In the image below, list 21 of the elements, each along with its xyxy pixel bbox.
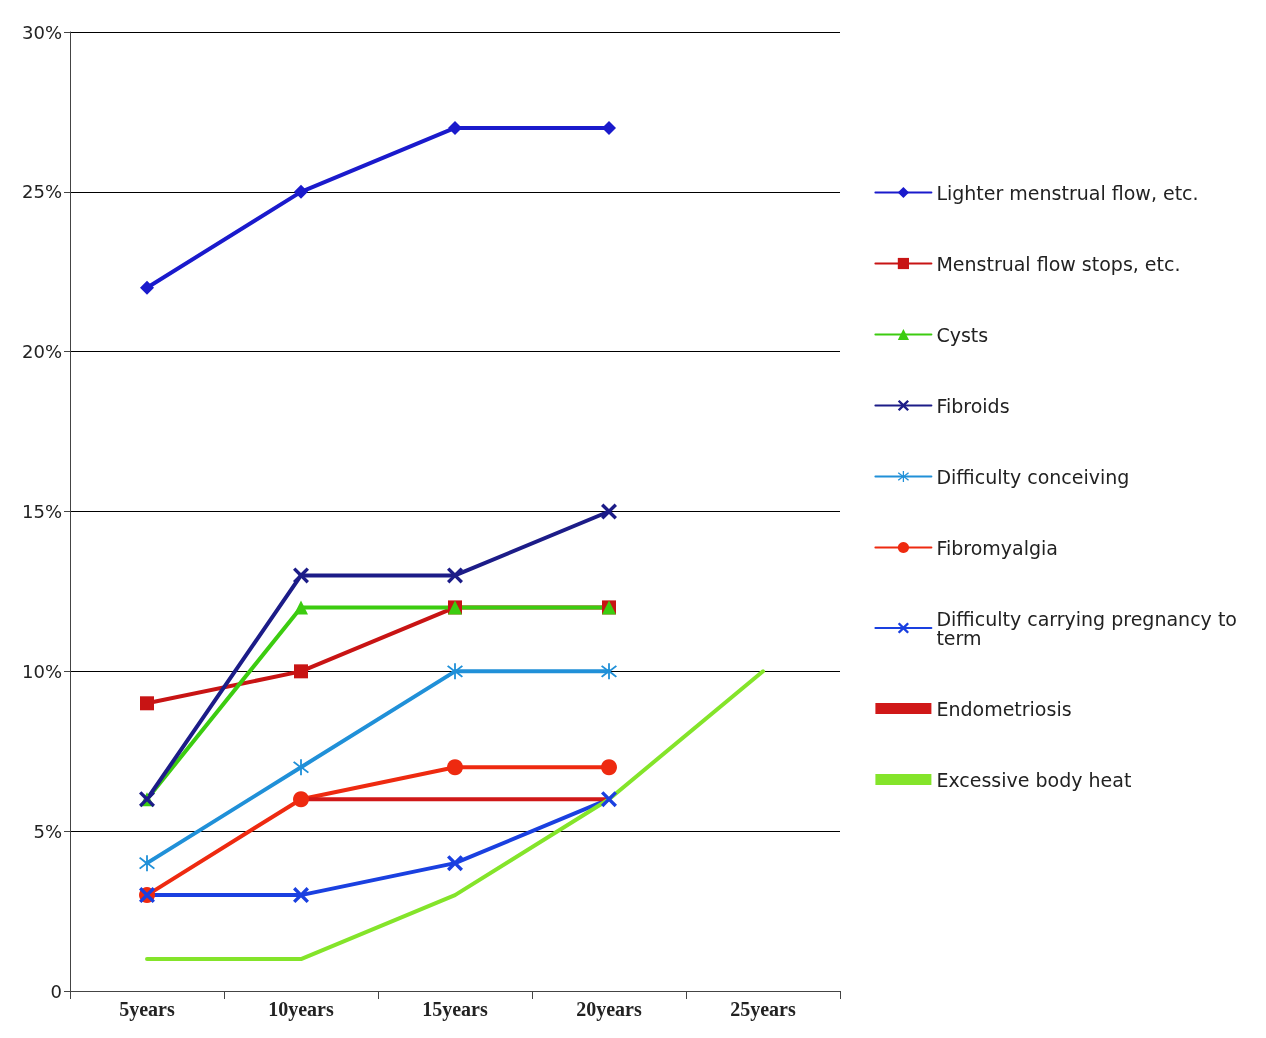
x-tick-label: 5years [119,998,175,1021]
x-tick-label: 10years [268,998,334,1021]
legend-label: Fibroids [936,394,1010,417]
legend-label: Cysts [936,323,989,346]
legend-label: Difficulty conceiving [936,465,1130,488]
y-tick-label: 15% [21,501,62,522]
legend-label: Lighter menstrual flow, etc. [936,181,1199,204]
legend-label: Difficulty carrying pregnancy to term [936,607,1244,649]
x-tick-label: 20years [576,998,642,1021]
legend-label: Excessive body heat [936,768,1132,791]
y-tick-label: 0 [50,980,62,1002]
legend-label: Fibromyalgia [936,536,1058,559]
y-tick-label: 30% [21,21,62,43]
legend-label: Endometriosis [936,697,1072,720]
x-tick-label: 25years [730,998,796,1021]
y-tick-label: 5% [33,820,62,842]
y-tick-label: 25% [21,181,62,203]
y-tick-label: 10% [21,660,62,682]
y-tick-label: 20% [21,341,62,363]
x-tick-label: 15years [422,998,488,1021]
legend-label: Menstrual flow stops, etc. [936,252,1181,275]
